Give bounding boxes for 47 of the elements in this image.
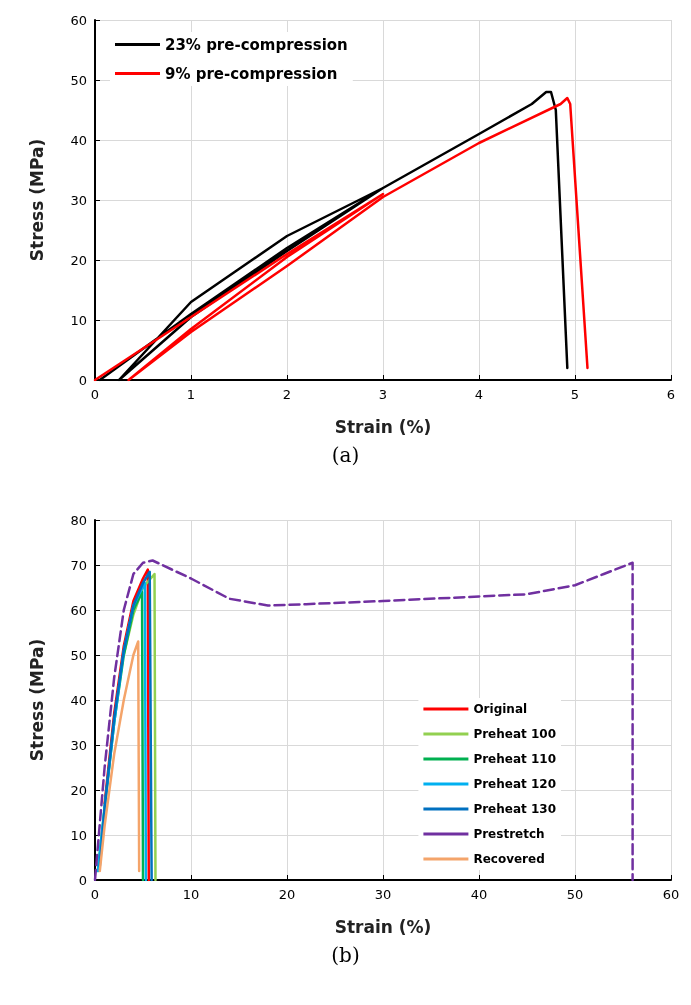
x-tick-label: 0: [90, 887, 100, 902]
y-tick-label: 10: [70, 312, 87, 328]
x-tick-label: 30: [374, 887, 392, 902]
legend-label: Preheat 130: [473, 802, 556, 816]
x-tick-label: 10: [182, 887, 200, 902]
x-tick-label: 4: [474, 387, 484, 402]
legend-label: Preheat 120: [473, 777, 556, 791]
y-tick-label: 50: [70, 72, 87, 88]
y-axis-title: Stress (MPa): [26, 638, 47, 762]
x-tick-label: 20: [278, 887, 296, 902]
y-tick-label: 80: [70, 512, 87, 528]
x-tick-label: 60: [662, 887, 680, 902]
line-series: [98, 640, 141, 873]
x-tick-label: 50: [566, 887, 584, 902]
x-tick-label: 3: [378, 387, 388, 402]
x-axis-title: Strain (%): [334, 916, 432, 937]
text: (b): [331, 943, 360, 967]
y-tick-label: 30: [70, 192, 87, 208]
y-tick-label: 20: [70, 782, 87, 798]
y-axis-title: Stress (MPa): [26, 138, 47, 262]
y-tick-label: 50: [70, 647, 87, 663]
legend-label: Preheat 100: [473, 727, 556, 741]
legend-label: Preheat 110: [473, 752, 556, 766]
y-tick-label: 10: [70, 827, 87, 843]
x-tick-label: 5: [570, 387, 580, 402]
text: (a): [331, 443, 360, 467]
y-tick-label: 40: [70, 132, 87, 148]
legend-label: Original: [473, 702, 528, 716]
line-series: [93, 559, 634, 882]
legend-label: 9% pre-compression: [165, 64, 338, 83]
y-tick-label: 0: [78, 872, 87, 888]
y-tick-label: 40: [70, 692, 87, 708]
y-tick-label: 20: [70, 252, 87, 268]
x-tick-label: 1: [186, 387, 196, 402]
legend-label: Recovered: [473, 852, 545, 866]
y-tick-label: 70: [70, 557, 87, 573]
y-tick-label: 0: [78, 372, 87, 388]
y-tick-label: 30: [70, 737, 87, 753]
y-tick-label: 60: [70, 602, 87, 618]
legend-label: 23% pre-compression: [165, 35, 348, 54]
x-tick-label: 40: [470, 887, 488, 902]
x-axis-title: Strain (%): [334, 416, 432, 437]
legend-label: Prestretch: [473, 827, 545, 841]
y-tick-label: 60: [70, 12, 87, 28]
x-tick-label: 6: [666, 387, 676, 402]
x-tick-label: 0: [90, 387, 100, 402]
x-tick-label: 2: [282, 387, 292, 402]
